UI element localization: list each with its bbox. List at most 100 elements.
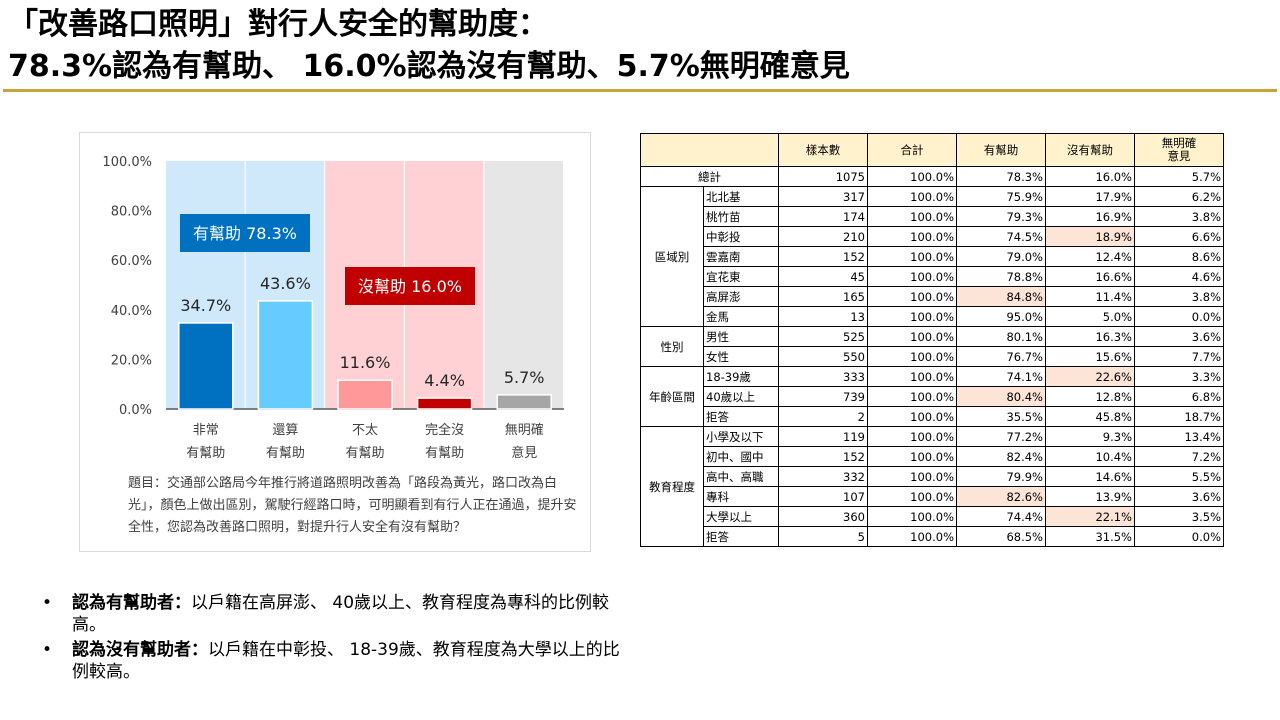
table-cell: 317 — [778, 186, 868, 207]
table-row: 40歲以上 739 100.0% 80.4% 12.8% 6.8% — [641, 386, 1224, 407]
table-cell: 3.5% — [1134, 506, 1224, 527]
table-cell: 8.6% — [1134, 246, 1224, 267]
table-cell: 3.8% — [1134, 206, 1224, 227]
table-cell: 74.5% — [956, 226, 1046, 247]
table-cell: 100.0% — [867, 226, 957, 247]
table-cell: 16.0% — [1045, 166, 1135, 187]
data-label: 5.7% — [504, 368, 545, 387]
table-cell: 79.9% — [956, 466, 1046, 487]
table-cell: 100.0% — [867, 326, 957, 347]
table-row: 高屏澎 165 100.0% 84.8% 11.4% 3.8% — [641, 286, 1224, 307]
data-label: 43.6% — [260, 274, 311, 293]
group-label: 性別 — [640, 326, 704, 367]
data-label: 11.6% — [340, 353, 391, 372]
group-label: 年齡區間 — [640, 366, 704, 427]
table-cell: 100.0% — [867, 426, 957, 447]
table-row: 教育程度 小學及以下 119 100.0% 77.2% 9.3% 13.4% — [640, 426, 1224, 547]
table-cell: 100.0% — [867, 366, 957, 387]
table-cell: 31.5% — [1045, 526, 1135, 547]
table-cell: 5.0% — [1045, 306, 1135, 327]
table-cell: 22.1% — [1045, 506, 1135, 527]
table-cell: 100.0% — [867, 486, 957, 507]
table-cell: 333 — [778, 366, 868, 387]
row-label: 中彰投 — [703, 226, 779, 247]
table-cell: 100.0% — [867, 246, 957, 267]
row-label: 高屏澎 — [703, 286, 779, 307]
table-cell: 6.2% — [1134, 186, 1224, 207]
row-label: 40歲以上 — [703, 386, 779, 407]
table-cell: 12.8% — [1045, 386, 1135, 407]
table-cell: 68.5% — [956, 526, 1046, 547]
bar — [337, 379, 393, 410]
title-line-2: 78.3%認為有幫助、 16.0%認為沒有幫助、5.7%無明確意見 — [8, 49, 850, 84]
table-cell: 13 — [778, 306, 868, 327]
table-corner-cell — [640, 133, 779, 167]
row-label: 18-39歲 — [703, 366, 779, 387]
x-tick-label: 有幫助 — [345, 445, 384, 461]
title-divider — [3, 89, 1277, 92]
row-label: 北北基 — [703, 186, 779, 207]
table-cell: 14.6% — [1045, 466, 1135, 487]
finding-not-helpful-label: 認為沒有幫助者： — [72, 640, 208, 660]
table-cell: 18.7% — [1134, 406, 1224, 427]
bar — [416, 397, 473, 410]
table-row: 高中、高職 332 100.0% 79.9% 14.6% 5.5% — [641, 466, 1224, 487]
annotation-box — [180, 214, 310, 252]
data-label: 4.4% — [424, 371, 465, 390]
row-label: 女性 — [703, 346, 779, 367]
table-cell: 84.8% — [956, 286, 1046, 307]
table-cell: 152 — [778, 446, 868, 467]
y-tick-label: 60.0% — [111, 254, 152, 269]
table-cell: 77.2% — [956, 426, 1046, 447]
table-cell: 3.8% — [1134, 286, 1224, 307]
bar — [178, 322, 234, 410]
table-row: 金馬 13 100.0% 95.0% 5.0% 0.0% — [641, 306, 1224, 327]
table-cell: 100.0% — [867, 306, 957, 327]
table-cell: 5.5% — [1134, 466, 1224, 487]
finding-helpful: • 認為有幫助者：以戶籍在高屏澎、 40歲以上、教育程度為專科的比例較高。 — [40, 592, 630, 636]
table-cell: 100.0% — [867, 386, 957, 407]
row-label: 大學以上 — [703, 506, 779, 527]
table-cell: 0.0% — [1134, 306, 1224, 327]
row-label: 拒答 — [703, 406, 779, 427]
table-cell: 3.6% — [1134, 486, 1224, 507]
title-line-1: 「改善路口照明」對行人安全的幫助度： — [8, 7, 548, 42]
table-cell: 80.1% — [956, 326, 1046, 347]
crosstab-table: 樣本數 合計 有幫助 沒有幫助 無明確 意見 總計 1075 100.0% 78.3% 16.0% 5… — [640, 133, 1224, 547]
table-cell: 3.3% — [1134, 366, 1224, 387]
table-header-row: 樣本數 合計 有幫助 沒有幫助 無明確 意見 — [640, 133, 1224, 167]
y-tick-label: 20.0% — [111, 353, 152, 368]
group-label: 區域別 — [640, 186, 704, 327]
crosstab-table-panel: 樣本數 合計 有幫助 沒有幫助 無明確 意見 總計 1075 100.0% 78.3% 16.0% 5… — [640, 133, 1224, 547]
table-cell: 107 — [778, 486, 868, 507]
table-cell: 3.6% — [1134, 326, 1224, 347]
table-cell: 11.4% — [1045, 286, 1135, 307]
table-row: 大學以上 360 100.0% 74.4% 22.1% 3.5% — [641, 506, 1224, 527]
column-background — [484, 161, 563, 409]
table-cell: 332 — [778, 466, 868, 487]
table-cell: 100.0% — [867, 266, 957, 287]
table-row: 初中、國中 152 100.0% 82.4% 10.4% 7.2% — [641, 446, 1224, 467]
table-cell: 22.6% — [1045, 366, 1135, 387]
table-cell: 152 — [778, 246, 868, 267]
table-cell: 74.4% — [956, 506, 1046, 527]
bar — [257, 300, 314, 410]
table-cell: 174 — [778, 206, 868, 227]
bar-chart: 100.0%80.0%60.0%40.0%20.0%0.0%34.7%非常有幫助… — [102, 155, 564, 461]
row-label: 拒答 — [703, 526, 779, 547]
table-cell: 550 — [778, 346, 868, 367]
table-cell: 78.8% — [956, 266, 1046, 287]
row-label: 專科 — [703, 486, 779, 507]
row-label: 男性 — [703, 326, 779, 347]
y-tick-label: 100.0% — [102, 155, 152, 170]
finding-not-helpful-text: 以戶籍在中彰投、 18-39歲、教育程度為大學以上的比例較高。 — [72, 640, 620, 682]
table-cell: 80.4% — [956, 386, 1046, 407]
table-cell: 7.7% — [1134, 346, 1224, 367]
row-label: 小學及以下 — [703, 426, 779, 447]
annotation-label: 有幫助 78.3% — [193, 224, 297, 243]
finding-helpful-label: 認為有幫助者： — [72, 593, 191, 613]
table-cell: 95.0% — [956, 306, 1046, 327]
table-cell: 16.6% — [1045, 266, 1135, 287]
table-cell: 100.0% — [867, 206, 957, 227]
table-cell: 15.6% — [1045, 346, 1135, 367]
